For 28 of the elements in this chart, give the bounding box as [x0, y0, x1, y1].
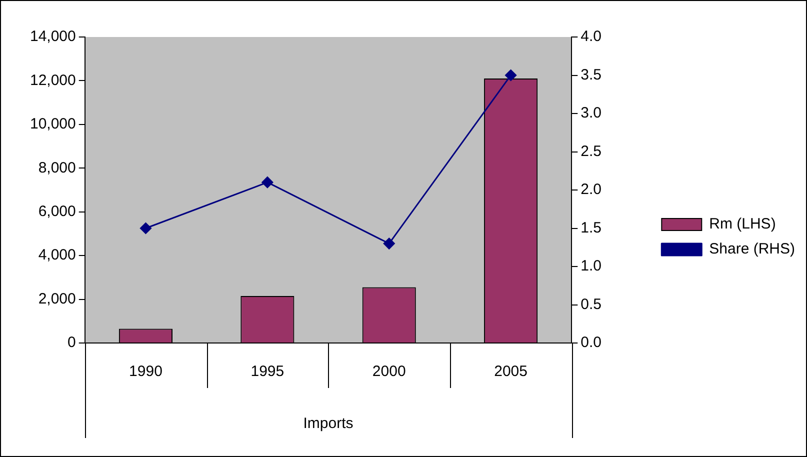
x-tick-label: 2005	[494, 363, 528, 380]
point	[140, 222, 152, 234]
y2-tick-label: 0.0	[580, 334, 602, 352]
y2-tick-label: 4.0	[580, 28, 602, 46]
y2-tick-label: 2.5	[580, 142, 602, 160]
point	[262, 176, 274, 188]
legend-label: Rm (LHS)	[709, 216, 776, 233]
y2-tick-label: 1.0	[580, 258, 602, 275]
y2-tick-label: 3.0	[580, 104, 602, 122]
legend-label: Share (RHS)	[709, 240, 796, 258]
y-tick-label: 10,000	[30, 116, 76, 133]
y2-tick-label: 1.5	[580, 219, 602, 236]
x-tick-label: 2000	[372, 363, 406, 380]
y-tick-label: 6,000	[38, 203, 76, 220]
y2-tick-label: 2.0	[580, 181, 602, 198]
y2-tick-label: 0.5	[580, 296, 602, 313]
y2-tick-label: 3.5	[580, 66, 602, 84]
y-tick-label: 12,000	[30, 72, 76, 89]
y-tick-label: 0	[68, 334, 76, 352]
y-tick-label: 2,000	[38, 290, 76, 308]
point	[383, 238, 395, 250]
y-tick-label: 8,000	[38, 159, 76, 176]
point	[505, 70, 517, 81]
x-tick-label: 1995	[250, 363, 284, 380]
y-tick-label: 14,000	[30, 28, 76, 46]
y-tick-label: 4,000	[38, 246, 76, 264]
x-tick-label: 1990	[129, 363, 162, 380]
x-axis-title: Imports	[303, 415, 354, 432]
